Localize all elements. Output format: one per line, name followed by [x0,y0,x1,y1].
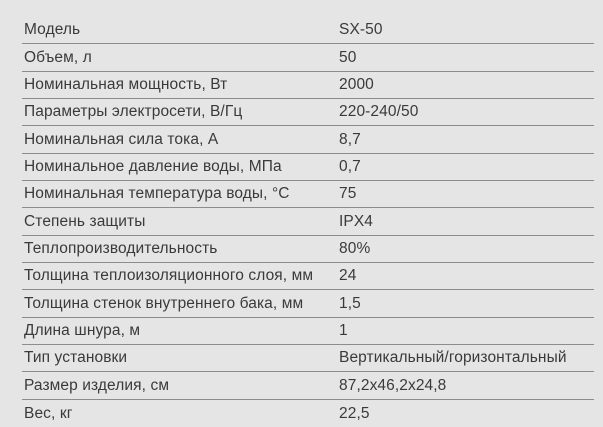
table-row: Степень защиты IPX4 [22,208,594,236]
spec-value: 220-240/50 [339,103,419,121]
spec-label: Тип установки [24,349,128,367]
spec-value: 80% [339,240,371,258]
spec-value: 0,7 [339,158,361,176]
table-row: Размер изделия, см 87,2x46,2x24,8 [22,372,594,400]
spec-label: Толщина стенок внутреннего бака, мм [24,294,304,312]
spec-label: Номинальная мощность, Вт [24,76,228,94]
specifications-table: Модель SX-50 Объем, л 50 Номинальная мощ… [22,17,594,427]
table-row: Объем, л 50 [22,44,594,72]
spec-value: SX-50 [339,21,383,39]
spec-label: Номинальная сила тока, А [24,130,219,148]
table-row: Толщина стенок внутреннего бака, мм 1,5 [22,290,594,318]
spec-value: IPX4 [339,212,374,230]
table-row: Вес, кг 22,5 [22,400,594,427]
table-row: Параметры электросети, В/Гц 220-240/50 [22,99,594,127]
table-row: Толщина теплоизоляционного слоя, мм 24 [22,263,594,291]
spec-label: Толщина теплоизоляционного слоя, мм [24,267,314,285]
spec-label: Степень защиты [24,212,146,230]
spec-label: Длина шнура, м [24,322,141,340]
table-row: Теплопроизводительность 80% [22,236,594,263]
spec-label: Параметры электросети, В/Гц [24,103,243,121]
spec-label: Теплопроизводительность [24,240,218,258]
table-row: Номинальное давление воды, МПа 0,7 [22,154,594,181]
table-row: Тип установки Вертикальный/горизонтальны… [22,345,594,373]
spec-label: Номинальное давление воды, МПа [24,158,282,176]
spec-label: Номинальная температура воды, °С [24,185,290,203]
table-row: Номинальная мощность, Вт 2000 [22,72,594,99]
spec-value: 1,5 [339,294,361,312]
spec-value: 87,2x46,2x24,8 [339,376,447,394]
spec-value: 2000 [339,76,374,94]
spec-value: 1 [339,322,348,340]
table-row: Длина шнура, м 1 [22,318,594,345]
spec-value: 75 [339,185,357,203]
spec-label: Размер изделия, см [24,376,170,394]
table-row: Номинальная сила тока, А 8,7 [22,126,594,154]
spec-value: 22,5 [339,404,370,422]
spec-value: 24 [339,267,357,285]
spec-value: Вертикальный/горизонтальный [339,349,567,367]
table-row: Номинальная температура воды, °С 75 [22,181,594,209]
spec-value: 8,7 [339,130,361,148]
spec-label: Модель [24,21,81,39]
spec-label: Объем, л [24,48,92,66]
spec-value: 50 [339,48,357,66]
spec-label: Вес, кг [24,404,73,422]
table-row: Модель SX-50 [22,17,594,45]
